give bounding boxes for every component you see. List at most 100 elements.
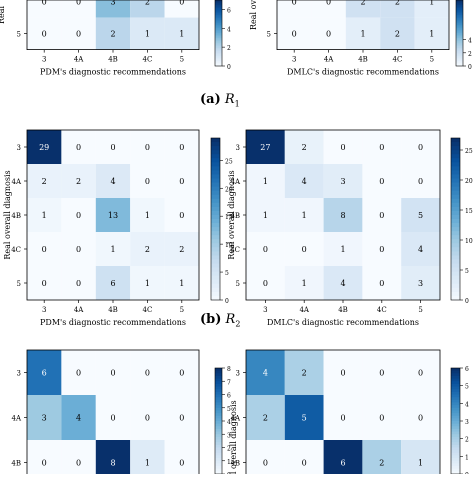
y-tick-label: 3 [17,370,21,378]
colorbar-tick-label: 25 [465,148,473,155]
colorbar-tick-label: 1 [465,454,469,461]
colorbar-segment [451,283,460,289]
colorbar-segment [211,142,220,147]
cell-label: 13 [108,211,118,220]
cell-label: 1 [418,459,423,468]
cell-label: 0 [179,211,184,220]
colorbar-segment [456,6,463,9]
colorbar-segment [456,52,463,56]
colorbar-segment [451,198,460,204]
heatmap-cell [323,130,363,164]
heatmap-cell [61,0,96,18]
cell-label: 0 [179,369,184,378]
heatmap-cell [323,395,363,440]
colorbar-frame [214,0,223,67]
colorbar-segment [215,16,222,19]
cell-label: 5 [418,211,423,220]
x-tick-label: 4C [142,306,152,314]
x-axis-label: DMLC's diagnostic recommendations [267,318,419,327]
cell-label: 0 [292,30,297,39]
heatmap-cell [246,440,285,478]
colorbar-segment [211,239,220,244]
colorbar-segment [215,421,222,425]
colorbar-segment [215,54,222,57]
cell-label: 1 [302,211,307,220]
colorbar-segment [211,178,220,184]
colorbar-segment [215,460,222,464]
colorbar-segment [456,54,463,57]
heatmap-cell [323,164,363,198]
cell-label: 1 [429,0,434,7]
colorbar-frame [450,137,461,301]
cell-label: 0 [179,414,184,423]
cell-label: 0 [263,279,268,288]
colorbar-segment [215,391,222,396]
heatmap-cell [362,232,402,266]
heatmap-cell [164,266,199,300]
colorbar-tick-label: 6 [227,393,231,400]
colorbar-segment [456,34,463,37]
heatmap-cell [277,17,312,50]
cell-label: 0 [292,0,297,7]
y-axis-label: Real [0,6,6,25]
colorbar-segment [215,455,222,459]
x-tick-label: 4C [377,306,387,314]
colorbar-segment [215,59,222,62]
y-axis-label: Real overall diagnosis [3,170,12,259]
colorbar-segment [211,194,220,200]
colorbar-segment [215,402,222,406]
colorbar-segment [215,52,222,56]
cell-label: 1 [360,30,365,39]
colorbar-segment [451,397,460,401]
colorbar-tick-label: 2 [465,437,469,444]
heatmap-cell [95,17,131,50]
colorbar-segment [215,471,222,475]
cell-label: 1 [302,279,307,288]
colorbar-segment [215,444,222,449]
colorbar-segment [215,49,222,52]
colorbar-segment [451,247,460,252]
cell-label: 0 [302,459,307,468]
colorbar-segment [215,51,222,54]
heatmap-cell [401,232,440,266]
colorbar-segment [456,33,463,36]
heatmap-cell [61,130,96,164]
x-tick-label: 4C [392,56,402,64]
colorbar-segment [451,174,460,180]
colorbar-segment [211,283,220,289]
colorbar-segment [456,18,463,21]
x-tick-label: 4B [108,306,118,314]
cell-label: 0 [42,30,47,39]
heatmap-cell [311,17,346,50]
heatmap-cell [130,0,165,18]
colorbar-segment [211,235,220,240]
heatmap-cell [362,440,402,478]
colorbar-segment [215,452,222,457]
colorbar-segment [215,373,222,377]
colorbar-segment [451,235,460,240]
colorbar-segment [211,214,220,220]
y-tick-label: 4A [11,415,21,423]
heatmap-cell [164,130,199,164]
colorbar-segment [451,466,460,470]
colorbar-segment [451,206,460,212]
colorbar-segment [215,407,222,411]
colorbar-segment [451,381,460,385]
heatmap-cell [95,164,131,198]
cell-label: 0 [302,245,307,254]
colorbar-segment [215,1,222,4]
cell-label: 1 [179,30,184,39]
heatmap-cell [323,350,363,395]
colorbar-segment [211,186,220,192]
colorbar-segment [451,251,460,257]
heatmap-cell [284,130,324,164]
colorbar-segment [456,19,463,23]
heatmap-cell [362,395,402,440]
heatmap-cell [27,164,62,198]
colorbar-segment [215,62,222,65]
colorbar-segment [211,279,220,285]
x-tick-label: 4C [142,56,152,64]
heatmap-cell [164,232,199,266]
cell-label: 0 [379,211,384,220]
caption-b-sub: 2 [235,319,241,329]
